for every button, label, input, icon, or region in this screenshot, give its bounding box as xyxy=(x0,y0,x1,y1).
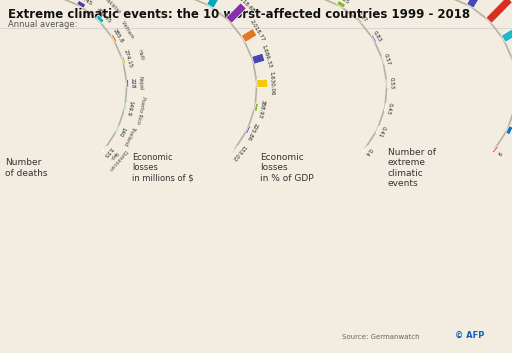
Text: 1,686.33: 1,686.33 xyxy=(261,44,273,68)
Text: 1,630.06: 1,630.06 xyxy=(268,71,274,95)
Text: 228: 228 xyxy=(130,78,135,89)
Text: Number
of deaths: Number of deaths xyxy=(5,158,48,178)
Text: 140: 140 xyxy=(117,125,126,137)
Text: 149.9: 149.9 xyxy=(125,100,134,116)
Text: 0.43: 0.43 xyxy=(386,101,393,114)
Polygon shape xyxy=(362,146,368,152)
Text: Economic
losses
in millions of $: Economic losses in millions of $ xyxy=(132,153,194,183)
Polygon shape xyxy=(246,126,251,133)
Polygon shape xyxy=(467,0,489,8)
Polygon shape xyxy=(371,35,377,42)
Text: 3.35: 3.35 xyxy=(101,145,113,158)
Text: 274.15: 274.15 xyxy=(123,49,133,69)
Polygon shape xyxy=(241,29,257,42)
Text: Extreme climatic events: the 10 worst-affected countries 1999 - 2018: Extreme climatic events: the 10 worst-af… xyxy=(8,8,470,21)
Polygon shape xyxy=(226,3,246,23)
Polygon shape xyxy=(122,56,126,64)
Polygon shape xyxy=(252,53,265,64)
Text: © AFP: © AFP xyxy=(455,331,484,340)
Text: 0.4: 0.4 xyxy=(363,147,373,157)
Polygon shape xyxy=(486,0,512,23)
Polygon shape xyxy=(376,126,380,133)
Text: 2,018.77: 2,018.77 xyxy=(249,18,266,42)
Text: Puerto Rico: Puerto Rico xyxy=(136,96,146,124)
Text: 388.93: 388.93 xyxy=(257,98,265,118)
Polygon shape xyxy=(492,146,499,153)
Text: Number of
extreme
climatic
events: Number of extreme climatic events xyxy=(388,148,436,188)
Polygon shape xyxy=(254,103,259,112)
Text: 9: 9 xyxy=(496,149,502,155)
Text: Nepal: Nepal xyxy=(138,76,143,90)
Polygon shape xyxy=(232,146,238,153)
Text: 0.41: 0.41 xyxy=(376,125,386,138)
Polygon shape xyxy=(124,103,127,111)
Text: Thailand: Thailand xyxy=(122,124,136,145)
Polygon shape xyxy=(96,15,104,23)
Polygon shape xyxy=(257,79,268,88)
Text: Annual average:: Annual average: xyxy=(8,20,77,29)
Text: 0.87: 0.87 xyxy=(356,11,369,23)
Polygon shape xyxy=(207,0,226,8)
Polygon shape xyxy=(382,56,385,64)
Text: 180: 180 xyxy=(506,0,512,2)
Polygon shape xyxy=(501,23,512,42)
Polygon shape xyxy=(356,17,362,23)
Text: 225.86: 225.86 xyxy=(246,122,259,141)
Text: Source: Germanwatch: Source: Germanwatch xyxy=(342,334,420,340)
Text: Vietnam: Vietnam xyxy=(120,20,136,40)
Text: 3,118.68: 3,118.68 xyxy=(236,0,257,13)
Text: 25: 25 xyxy=(510,128,512,137)
Polygon shape xyxy=(126,79,129,88)
Polygon shape xyxy=(385,103,387,111)
Polygon shape xyxy=(387,79,388,88)
Text: 2.35: 2.35 xyxy=(337,0,351,5)
Text: 0.83: 0.83 xyxy=(372,30,383,43)
Text: 499.45: 499.45 xyxy=(95,7,113,24)
Text: 0.57: 0.57 xyxy=(383,53,391,66)
Text: 285.8: 285.8 xyxy=(112,28,124,44)
Text: Economic
losses
in % of GDP: Economic losses in % of GDP xyxy=(260,153,314,183)
Polygon shape xyxy=(337,1,346,8)
Text: 577.45: 577.45 xyxy=(75,0,94,6)
Polygon shape xyxy=(506,126,512,135)
Text: 133.02: 133.02 xyxy=(230,143,246,161)
Text: Dominican
Rep.: Dominican Rep. xyxy=(102,144,127,171)
Polygon shape xyxy=(77,0,86,8)
Text: 0.53: 0.53 xyxy=(389,77,394,90)
Polygon shape xyxy=(111,34,117,42)
Text: Pakistan: Pakistan xyxy=(104,0,122,15)
Polygon shape xyxy=(116,126,120,133)
Polygon shape xyxy=(102,146,108,152)
Text: Haiti: Haiti xyxy=(137,49,145,61)
